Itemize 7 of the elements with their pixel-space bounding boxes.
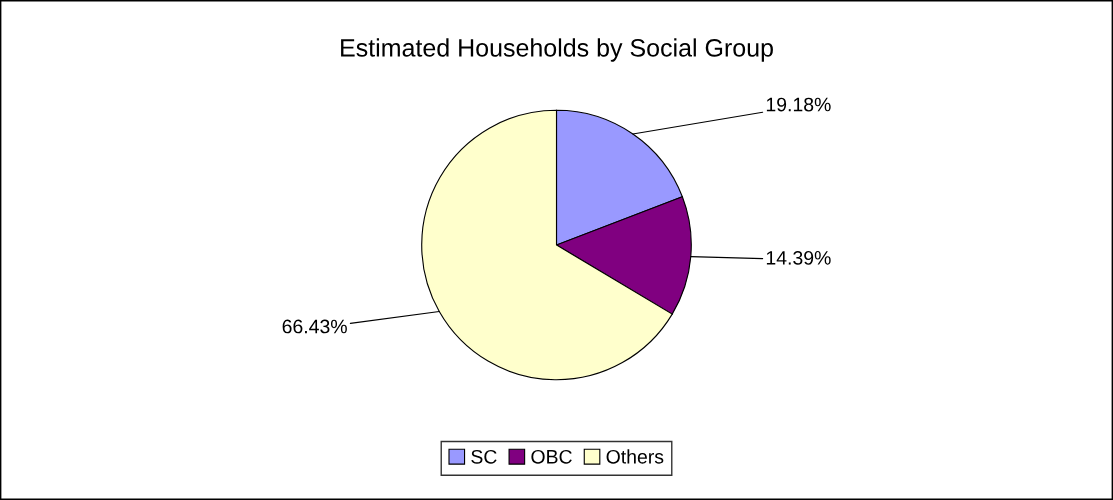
legend-label: OBC: [531, 449, 572, 464]
legend-label: Others: [606, 449, 664, 464]
chart-title: Estimated Households by Social Group: [341, 38, 773, 62]
data-label: 14.39%: [766, 250, 831, 265]
data-label: 19.18%: [766, 97, 831, 112]
data-label: 66.43%: [282, 319, 347, 334]
legend-label: SC: [471, 449, 497, 464]
